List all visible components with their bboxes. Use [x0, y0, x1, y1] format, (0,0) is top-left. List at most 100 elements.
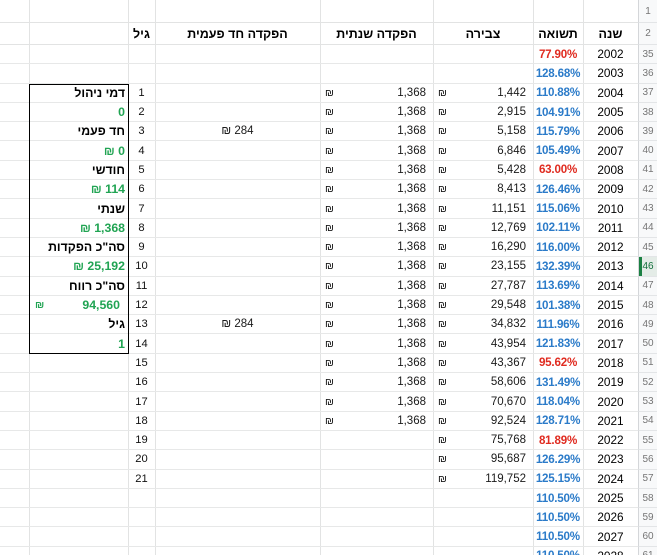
row-number[interactable]: 57	[638, 469, 657, 489]
panel-label[interactable]: סה"כ רווח	[69, 278, 125, 293]
panel-value[interactable]: ₪ 1,368	[79, 220, 125, 235]
cell-year[interactable]: 2018	[597, 355, 624, 370]
panel-value[interactable]: ₪ 0	[103, 143, 125, 158]
row-number[interactable]: 41	[638, 160, 657, 181]
cell-accumulation[interactable]: ₪ 70,670	[433, 392, 533, 410]
cell-annual-deposit[interactable]: ₪ 1,368	[320, 142, 433, 160]
cell-return[interactable]: 111.96%	[536, 317, 580, 331]
cell-age[interactable]: 12	[135, 299, 148, 312]
header-accumulation[interactable]: צבירה	[465, 27, 501, 41]
cell-accumulation[interactable]: ₪ 27,787	[433, 277, 533, 295]
cell-return[interactable]: 121.83%	[535, 337, 581, 351]
cell-return[interactable]: 81.89%	[538, 433, 578, 447]
row-number[interactable]: 35	[638, 45, 657, 65]
cell-accumulation[interactable]: ₪ 43,954	[433, 335, 533, 353]
cell-annual-deposit[interactable]: ₪ 1,368	[320, 277, 433, 295]
row-number[interactable]: 45	[638, 238, 657, 258]
cell-annual-deposit[interactable]: ₪ 1,368	[320, 335, 433, 353]
row-number[interactable]: 58	[638, 488, 657, 509]
cell-year[interactable]: 2026	[597, 510, 624, 525]
panel-label[interactable]: שנתי	[97, 201, 125, 216]
cell-age[interactable]: 10	[135, 260, 148, 273]
row-number[interactable]: 43	[638, 199, 657, 219]
row-number[interactable]: 37	[638, 83, 657, 103]
cell-annual-deposit[interactable]: ₪ 1,368	[320, 180, 433, 198]
row-number[interactable]: 48	[638, 295, 657, 316]
cell-accumulation[interactable]: ₪ 75,768	[433, 431, 533, 449]
cell-annual-deposit[interactable]: ₪ 1,368	[320, 219, 433, 237]
cell-return[interactable]: 118.04%	[536, 395, 580, 409]
cell-year[interactable]: 2004	[597, 85, 624, 100]
cell-accumulation[interactable]: ₪ 5,428	[433, 161, 533, 179]
row-number[interactable]: 46	[638, 257, 657, 277]
cell-age[interactable]: 13	[135, 318, 148, 331]
row-number[interactable]: 1	[638, 0, 657, 23]
row-number[interactable]: 53	[638, 392, 657, 412]
cell-year[interactable]: 2015	[597, 298, 624, 313]
cell-accumulation[interactable]: ₪ 8,413	[433, 180, 533, 198]
cell-year[interactable]: 2010	[597, 201, 624, 216]
cell-return[interactable]: 110.88%	[536, 86, 580, 100]
cell-annual-deposit[interactable]: ₪ 1,368	[320, 84, 433, 102]
cell-age[interactable]: 17	[135, 395, 148, 408]
cell-annual-deposit[interactable]: ₪ 1,368	[320, 354, 433, 372]
cell-return[interactable]: 115.06%	[536, 202, 580, 216]
cell-accumulation[interactable]: ₪ 5,158	[433, 122, 533, 140]
row-number[interactable]: 50	[638, 334, 657, 354]
cell-accumulation[interactable]: ₪ 95,687	[433, 450, 533, 468]
cell-accumulation[interactable]: ₪ 12,769	[433, 219, 533, 237]
cell-return[interactable]: 113.69%	[536, 279, 580, 293]
cell-year[interactable]: 2008	[597, 162, 624, 177]
cell-annual-deposit[interactable]: ₪ 1,368	[320, 315, 433, 333]
row-number[interactable]: 38	[638, 102, 657, 123]
row-number[interactable]: 47	[638, 276, 657, 296]
cell-age[interactable]: 5	[138, 163, 145, 176]
cell-accumulation[interactable]: ₪ 11,151	[433, 199, 533, 217]
header-one-time-deposit[interactable]: הפקדה חד פעמית	[187, 27, 288, 41]
cell-year[interactable]: 2020	[597, 394, 624, 409]
cell-year[interactable]: 2003	[597, 66, 624, 81]
cell-return[interactable]: 126.29%	[535, 452, 581, 466]
cell-year[interactable]: 2007	[597, 143, 624, 158]
cell-age[interactable]: 11	[135, 279, 148, 292]
row-number[interactable]: 54	[638, 411, 657, 431]
cell-age[interactable]: 16	[135, 376, 148, 389]
cell-return[interactable]: 110.50%	[533, 547, 583, 555]
cell-return[interactable]: 110.50%	[536, 530, 580, 544]
cell-year[interactable]: 2028	[583, 547, 638, 555]
cell-year[interactable]: 2021	[597, 413, 624, 428]
panel-label[interactable]: חד פעמי	[77, 124, 125, 139]
panel-label[interactable]: גיל	[108, 317, 125, 332]
cell-return[interactable]: 95.62%	[538, 356, 578, 370]
header-annual-deposit[interactable]: הפקדה שנתית	[336, 27, 417, 41]
row-number[interactable]: 36	[638, 64, 657, 84]
cell-age[interactable]: 6	[138, 183, 145, 196]
cell-return[interactable]: 116.00%	[536, 240, 580, 254]
row-number[interactable]: 52	[638, 373, 657, 393]
cell-annual-deposit[interactable]: ₪ 1,368	[320, 257, 433, 275]
cell-return[interactable]: 101.38%	[535, 298, 581, 312]
cell-return[interactable]: 77.90%	[538, 47, 578, 61]
panel-value[interactable]: ₪ 114	[90, 182, 125, 197]
row-number[interactable]: 60	[638, 527, 657, 547]
row-number[interactable]: 39	[638, 122, 657, 142]
cell-annual-deposit[interactable]: ₪ 1,368	[320, 296, 433, 314]
cell-one-time-deposit[interactable]: ₪ 284	[221, 318, 254, 331]
cell-year[interactable]: 2023	[597, 452, 624, 467]
cell-annual-deposit[interactable]: ₪ 1,368	[320, 412, 433, 430]
cell-return[interactable]: 63.00%	[538, 163, 578, 177]
cell-annual-deposit[interactable]: ₪ 1,368	[320, 103, 433, 121]
panel-value[interactable]: ₪ 94,560	[29, 296, 128, 314]
panel-label[interactable]: סה"כ הפקדות	[48, 240, 125, 255]
cell-year[interactable]: 2019	[597, 375, 624, 390]
cell-accumulation[interactable]: ₪ 1,442	[433, 84, 533, 102]
cell-annual-deposit[interactable]: ₪ 1,368	[320, 392, 433, 410]
cell-return[interactable]: 110.50%	[536, 510, 580, 524]
cell-return[interactable]: 104.91%	[535, 105, 581, 119]
cell-accumulation[interactable]: ₪ 58,606	[433, 373, 533, 391]
cell-year[interactable]: 2014	[597, 278, 624, 293]
cell-one-time-deposit[interactable]: ₪ 284	[221, 125, 254, 138]
cell-age[interactable]: 15	[135, 356, 148, 369]
cell-accumulation[interactable]: ₪ 2,915	[433, 103, 533, 121]
cell-year[interactable]: 2016	[597, 317, 624, 332]
